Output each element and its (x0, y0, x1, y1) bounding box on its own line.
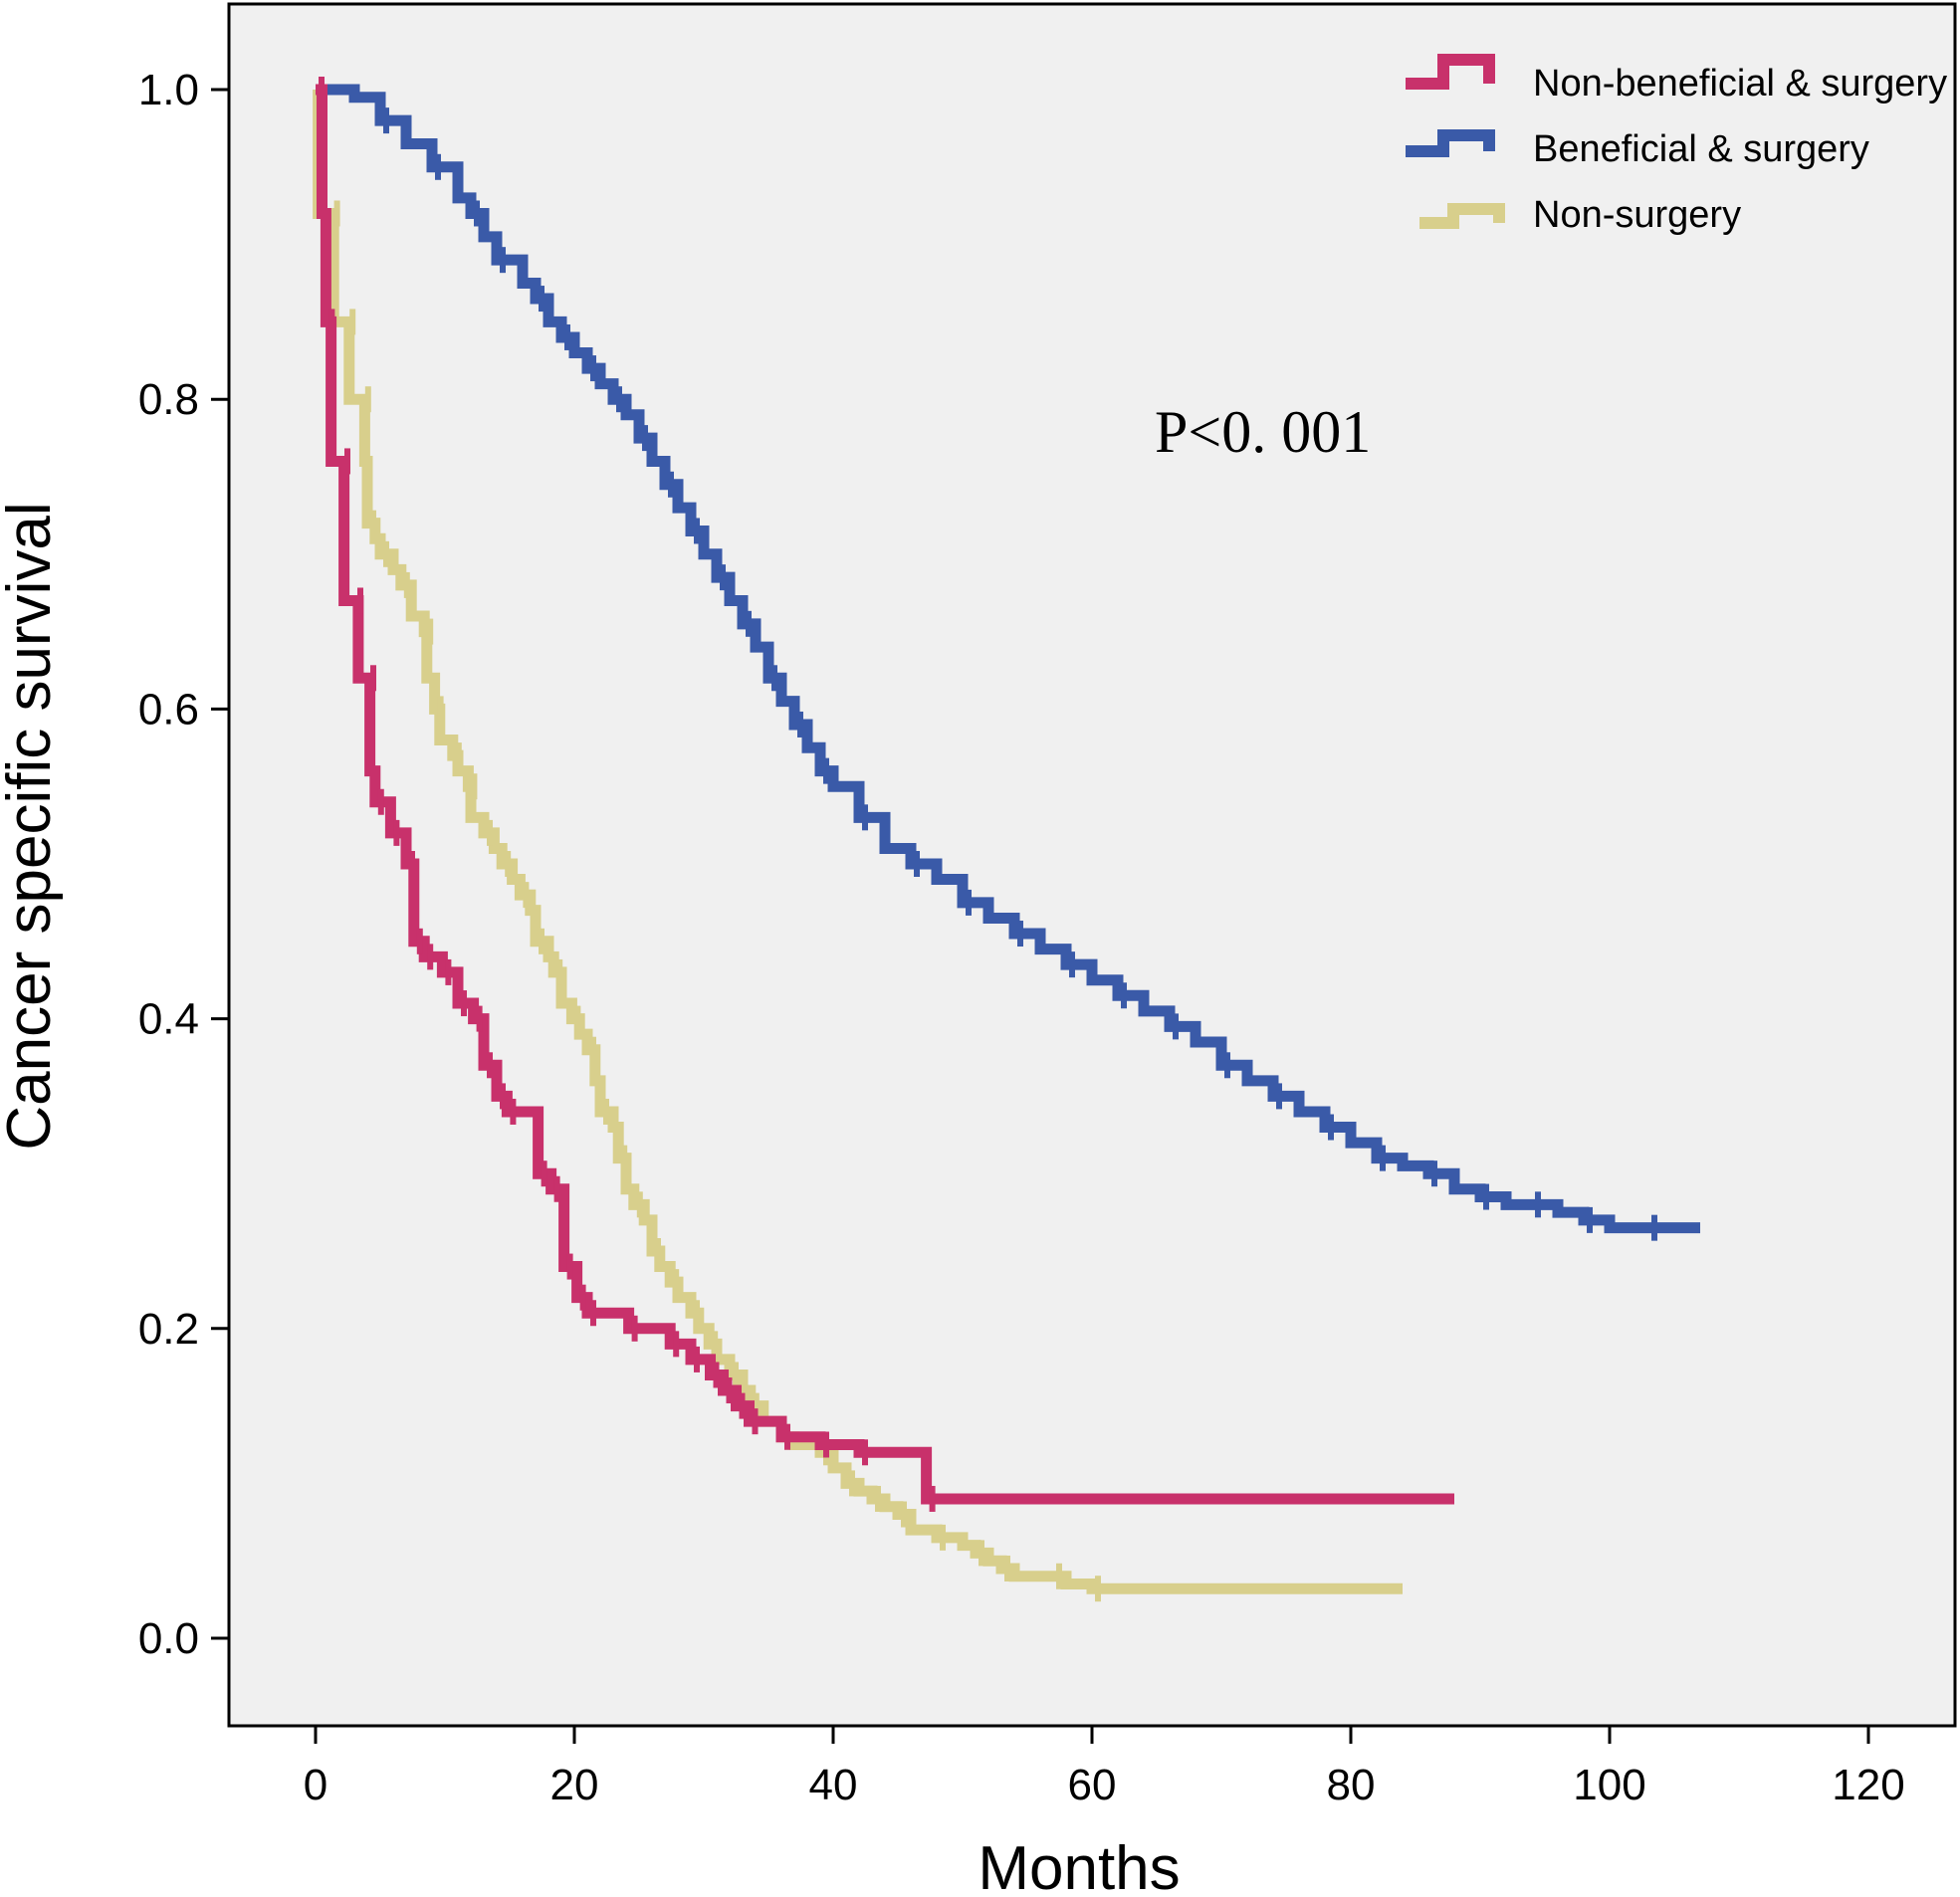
x-tick-label-60: 60 (1068, 1761, 1117, 1809)
y-tick-label-1.0: 1.0 (138, 66, 199, 114)
y-tick-label-0.6: 0.6 (138, 685, 199, 734)
x-tick-label-0: 0 (304, 1761, 327, 1809)
curve-non-beneficial-surgery (316, 84, 1454, 1505)
axes: 0 20 40 60 80 100 120 0.0 0.2 0.4 0.6 0.8 1.0 (138, 66, 1905, 1809)
legend-item-beneficial-surgery: Beneficial & surgery (1406, 128, 1869, 170)
legend-item-non-surgery: Non-surgery (1419, 194, 1741, 236)
legend-label-non-beneficial-surgery: Non-beneficial & surgery (1533, 63, 1947, 105)
legend-label-beneficial-surgery: Beneficial & surgery (1533, 128, 1869, 170)
p-value-annotation: P<0. 001 (1155, 399, 1371, 465)
legend-item-non-beneficial-surgery: Non-beneficial & surgery (1406, 54, 1947, 105)
x-tick-label-100: 100 (1573, 1761, 1645, 1809)
y-tick-label-0.4: 0.4 (138, 995, 199, 1044)
y-axis-title: Cancer specific survival (0, 502, 64, 1150)
x-tick-label-20: 20 (550, 1761, 599, 1809)
legend-swatch-beneficial-surgery (1406, 129, 1495, 157)
x-tick-label-80: 80 (1327, 1761, 1376, 1809)
legend: Non-beneficial & surgery Beneficial & su… (1406, 54, 1947, 236)
survival-curves (313, 77, 1700, 1602)
x-tick-label-120: 120 (1832, 1761, 1904, 1809)
legend-swatch-non-beneficial-surgery (1406, 54, 1495, 90)
x-axis-title: Months (978, 1834, 1180, 1897)
y-tick-label-0.8: 0.8 (138, 375, 199, 424)
x-tick-label-40: 40 (809, 1761, 858, 1809)
legend-label-non-surgery: Non-surgery (1533, 194, 1741, 236)
y-tick-label-0.2: 0.2 (138, 1305, 199, 1354)
y-tick-label-0.0: 0.0 (138, 1614, 199, 1663)
plot-background (227, 2, 1957, 1728)
curve-beneficial-surgery (316, 84, 1700, 1234)
legend-swatch-non-surgery (1419, 203, 1505, 229)
